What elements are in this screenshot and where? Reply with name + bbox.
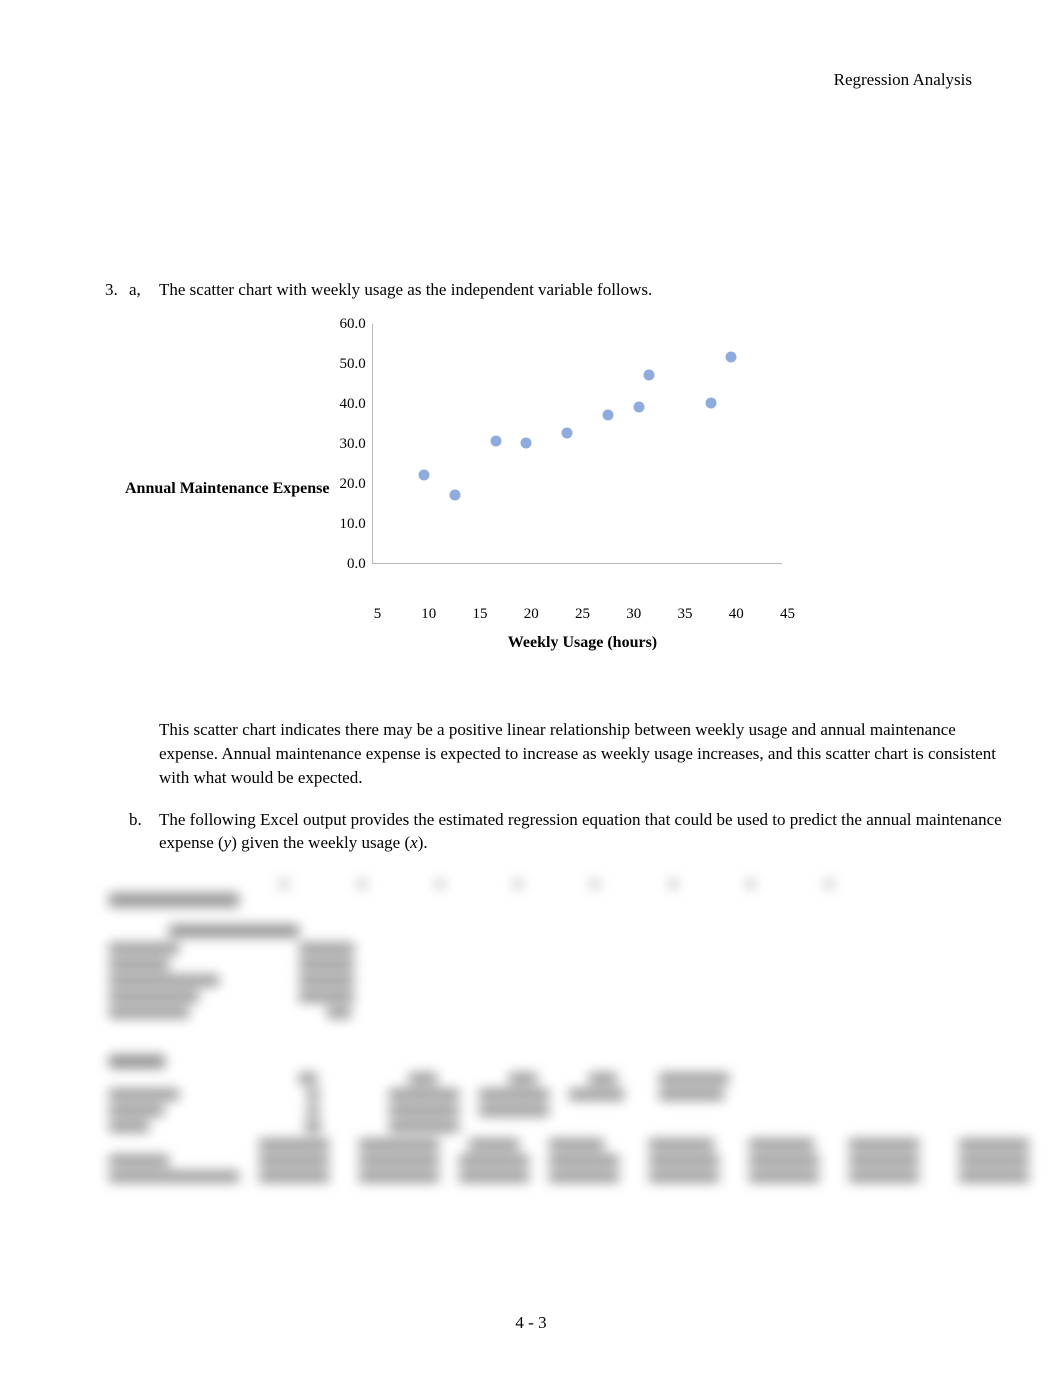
- page-footer: 4 - 3: [0, 1311, 1062, 1335]
- scatter-point: [418, 469, 429, 480]
- ytick: 30.0: [339, 437, 365, 477]
- part-a-label: a,: [129, 278, 159, 302]
- xtick: 35: [677, 604, 692, 625]
- part-b-text: The following Excel output provides the …: [159, 808, 1008, 856]
- ytick: 60.0: [339, 317, 365, 357]
- plot-area: [372, 324, 782, 564]
- ytick: 50.0: [339, 357, 365, 397]
- ytick: 20.0: [339, 477, 365, 517]
- part-b-label: b.: [129, 808, 159, 856]
- y-axis-label: Annual Maintenance Expense: [125, 478, 329, 500]
- part-b-text-seg2: ) given the weekly usage (: [231, 833, 410, 852]
- excel-output-blurred: [105, 879, 1008, 1179]
- page-header: Regression Analysis: [834, 68, 972, 92]
- x-axis-label: Weekly Usage (hours): [377, 632, 787, 654]
- xtick: 45: [780, 604, 795, 625]
- var-x: x: [410, 833, 418, 852]
- scatter-point: [726, 351, 737, 362]
- list-item-3a: 3. a, The scatter chart with weekly usag…: [105, 278, 1008, 302]
- x-axis-ticks: 51015202530354045: [377, 604, 787, 624]
- ytick: 10.0: [339, 517, 365, 557]
- xtick: 30: [626, 604, 641, 625]
- ytick: 0.0: [347, 557, 366, 597]
- item-number: 3.: [105, 278, 129, 302]
- scatter-point: [644, 369, 655, 380]
- scatter-point: [634, 401, 645, 412]
- para-a-explanation: This scatter chart indicates there may b…: [159, 718, 1008, 789]
- xtick: 5: [374, 604, 382, 625]
- part-b-text-seg3: ).: [418, 833, 428, 852]
- scatter-point: [449, 489, 460, 500]
- list-item-3b: b. The following Excel output provides t…: [105, 808, 1008, 856]
- scatter-point: [562, 427, 573, 438]
- scatter-point: [705, 397, 716, 408]
- part-a-text: The scatter chart with weekly usage as t…: [159, 278, 1008, 302]
- ytick: 40.0: [339, 397, 365, 437]
- xtick: 15: [472, 604, 487, 625]
- scatter-point: [490, 435, 501, 446]
- scatter-chart: Annual Maintenance Expense 60.0 50.0 40.…: [125, 324, 845, 654]
- xtick: 20: [524, 604, 539, 625]
- scatter-point: [521, 437, 532, 448]
- xtick: 25: [575, 604, 590, 625]
- scatter-point: [603, 409, 614, 420]
- main-content: 3. a, The scatter chart with weekly usag…: [105, 278, 1008, 1179]
- xtick: 40: [729, 604, 744, 625]
- xtick: 10: [421, 604, 436, 625]
- y-axis-ticks: 60.0 50.0 40.0 30.0 20.0 10.0 0.0: [339, 324, 371, 604]
